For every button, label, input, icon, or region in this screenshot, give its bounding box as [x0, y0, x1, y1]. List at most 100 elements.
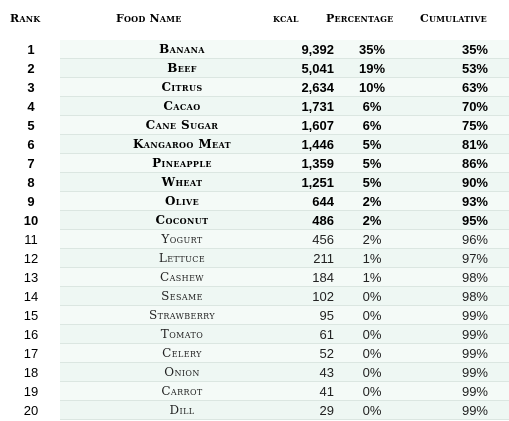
- rank-cell: 3: [27, 80, 35, 95]
- rank-cell: 9: [27, 194, 35, 209]
- cumulative-cell: 90%: [461, 175, 488, 190]
- food-name-cell: Beef: [167, 61, 197, 75]
- header-food-name: Food Name: [116, 12, 182, 25]
- rank-cell: 8: [27, 175, 35, 190]
- food-name-cell: Strawberry: [148, 308, 216, 322]
- row-band: [60, 135, 509, 154]
- food-name-cell: Olive: [164, 194, 200, 208]
- cumulative-cell: 35%: [461, 42, 488, 57]
- kcal-cell: 41: [319, 384, 334, 399]
- food-name-cell: Yogurt: [161, 232, 203, 246]
- table-row: 7 Pineapple 1,359 5% 86%: [0, 154, 509, 173]
- rank-cell: 14: [23, 289, 39, 304]
- table-row: 3 Citrus 2,634 10% 63%: [0, 78, 509, 97]
- row-band: [60, 97, 509, 116]
- cumulative-cell: 86%: [461, 156, 488, 171]
- kcal-cell: 61: [319, 327, 334, 342]
- percentage-cell: 2%: [362, 213, 382, 228]
- row-band: [60, 344, 509, 363]
- rank-cell: 7: [27, 156, 35, 171]
- percentage-cell: 0%: [362, 403, 382, 418]
- table-row: 5 Cane Sugar 1,607 6% 75%: [0, 116, 509, 135]
- header-cumulative: Cumulative: [420, 12, 487, 25]
- food-name-cell: Carrot: [161, 384, 203, 398]
- percentage-cell: 5%: [362, 156, 382, 171]
- percentage-cell: 5%: [362, 175, 382, 190]
- table-row: 17 Celery 52 0% 99%: [0, 344, 509, 363]
- kcal-cell: 43: [319, 365, 334, 380]
- rank-cell: 12: [23, 251, 39, 266]
- cumulative-cell: 81%: [461, 137, 488, 152]
- table-row: 1 Banana 9,392 35% 35%: [0, 40, 509, 59]
- cumulative-cell: 75%: [461, 118, 488, 133]
- row-band: [60, 78, 509, 97]
- percentage-cell: 5%: [362, 137, 382, 152]
- kcal-cell: 102: [312, 289, 334, 304]
- cumulative-cell: 99%: [461, 384, 488, 399]
- row-band: [60, 382, 509, 401]
- rank-cell: 16: [23, 327, 39, 342]
- rank-cell: 6: [27, 137, 35, 152]
- table-row: 19 Carrot 41 0% 99%: [0, 382, 509, 401]
- header-kcal: kcal: [273, 12, 299, 25]
- food-name-cell: Kangaroo Meat: [132, 137, 232, 151]
- food-name-cell: Cacao: [163, 99, 201, 113]
- percentage-cell: 1%: [362, 251, 382, 266]
- rank-cell: 1: [27, 42, 35, 57]
- food-name-cell: Pineapple: [152, 156, 212, 170]
- percentage-cell: 10%: [358, 80, 386, 95]
- cumulative-cell: 95%: [461, 213, 488, 228]
- cumulative-cell: 98%: [461, 289, 488, 304]
- food-name-cell: Banana: [159, 42, 205, 56]
- cumulative-cell: 99%: [461, 346, 488, 361]
- table-row: 9 Olive 644 2% 93%: [0, 192, 509, 211]
- percentage-cell: 0%: [362, 384, 382, 399]
- percentage-cell: 6%: [362, 118, 382, 133]
- kcal-cell: 644: [312, 194, 334, 209]
- cumulative-cell: 63%: [461, 80, 488, 95]
- table-row: 2 Beef 5,041 19% 53%: [0, 59, 509, 78]
- percentage-cell: 0%: [362, 365, 382, 380]
- row-band: [60, 173, 509, 192]
- percentage-cell: 2%: [362, 232, 382, 247]
- row-band: [60, 211, 509, 230]
- kcal-cell: 1,251: [301, 175, 334, 190]
- kcal-cell: 211: [313, 251, 334, 266]
- percentage-cell: 19%: [358, 61, 386, 76]
- food-name-cell: Dill: [169, 403, 195, 417]
- food-name-cell: Celery: [162, 346, 202, 360]
- row-band: [60, 116, 509, 135]
- rank-cell: 2: [27, 61, 35, 76]
- row-band: [60, 306, 509, 325]
- kcal-cell: 486: [312, 213, 334, 228]
- row-band: [60, 325, 509, 344]
- food-name-cell: Onion: [164, 365, 200, 379]
- row-band: [60, 230, 509, 249]
- cumulative-cell: 98%: [461, 270, 488, 285]
- table-row: 20 Dill 29 0% 99%: [0, 401, 509, 420]
- percentage-cell: 0%: [362, 346, 382, 361]
- table-row: 18 Onion 43 0% 99%: [0, 363, 509, 382]
- percentage-cell: 6%: [362, 99, 382, 114]
- kcal-cell: 1,359: [301, 156, 334, 171]
- kcal-cell: 9,392: [301, 42, 334, 57]
- cumulative-cell: 97%: [461, 251, 488, 266]
- table-body: 1 Banana 9,392 35% 35% 2 Beef 5,041 19% 53% 3 Citru…: [0, 40, 509, 420]
- kcal-cell: 1,731: [301, 99, 334, 114]
- rank-cell: 4: [27, 99, 35, 114]
- table-row: 6 Kangaroo Meat 1,446 5% 81%: [0, 135, 509, 154]
- header-rank: Rank: [10, 12, 41, 25]
- food-name-cell: Lettuce: [158, 251, 206, 265]
- cumulative-cell: 93%: [461, 194, 488, 209]
- table-row: 11 Yogurt 456 2% 96%: [0, 230, 509, 249]
- kcal-cell: 1,446: [301, 137, 334, 152]
- kcal-cell: 5,041: [301, 61, 334, 76]
- row-band: [60, 268, 509, 287]
- header-percentage: Percentage: [326, 12, 394, 25]
- row-band: [60, 287, 509, 306]
- kcal-cell: 52: [319, 346, 334, 361]
- table-row: 16 Tomato 61 0% 99%: [0, 325, 509, 344]
- kcal-cell: 2,634: [301, 80, 334, 95]
- table-row: 10 Coconut 486 2% 95%: [0, 211, 509, 230]
